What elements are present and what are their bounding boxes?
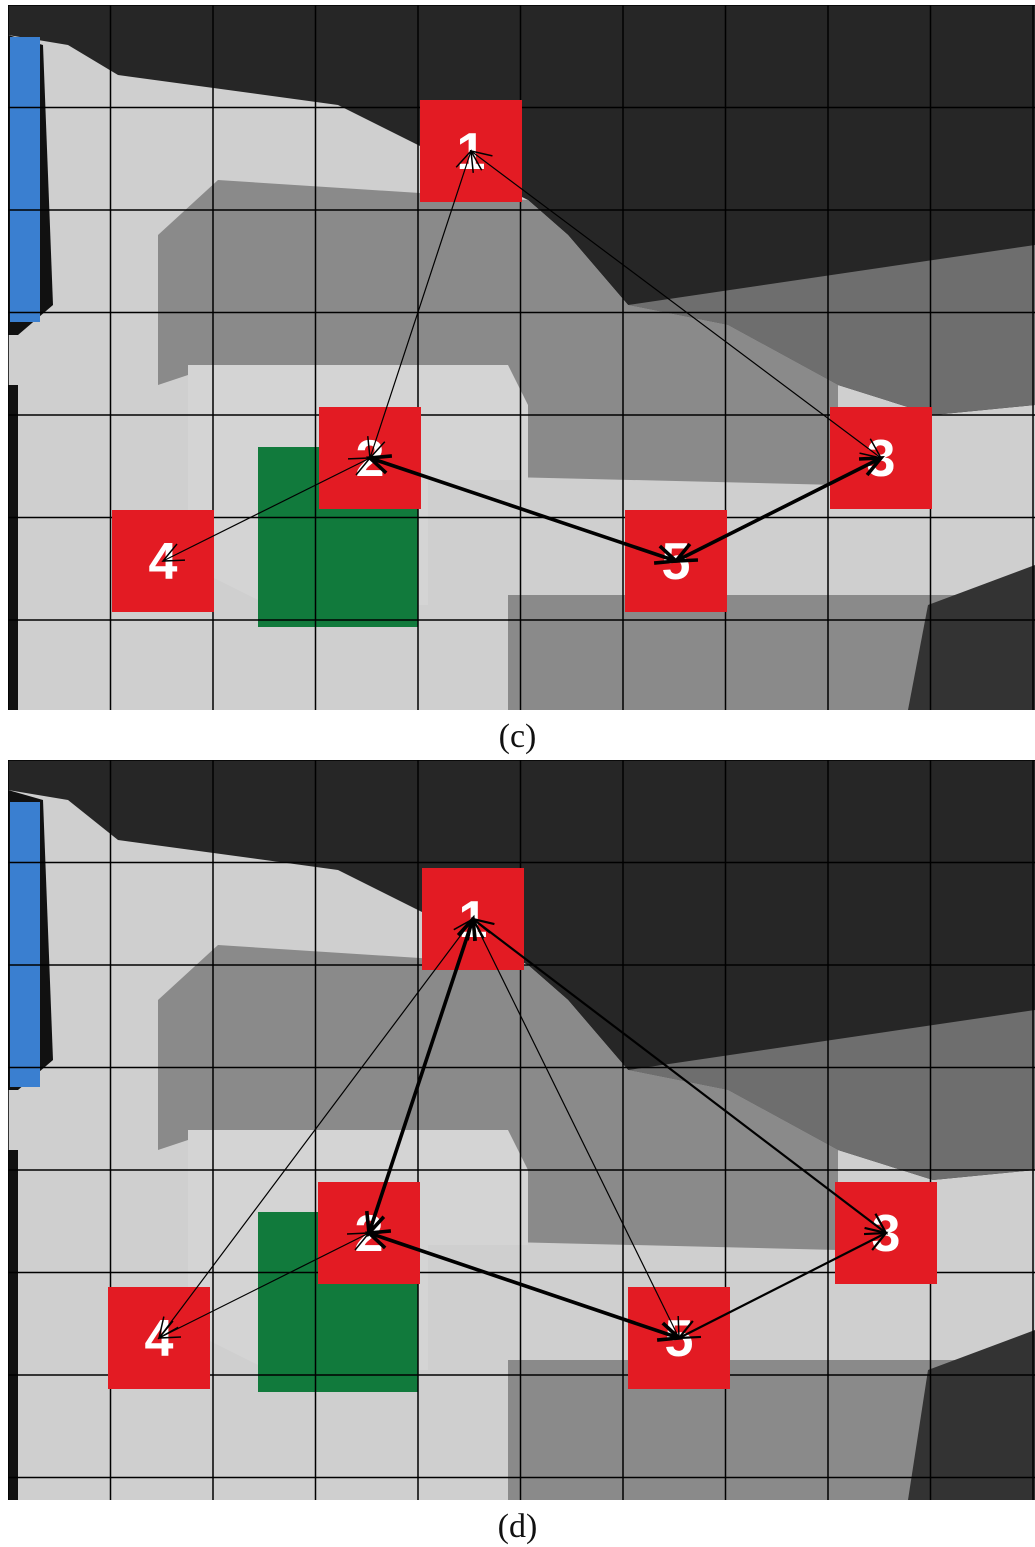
edges (157, 914, 889, 1342)
lower-gray-region (508, 1360, 1035, 1500)
blue-region (10, 37, 40, 322)
node-5: 5 (628, 1287, 730, 1389)
edge-line (675, 456, 882, 563)
lower-gray-region (508, 595, 1035, 710)
edges (161, 149, 885, 565)
arrow-head (858, 456, 885, 477)
mid-gray-region (158, 945, 838, 1250)
edge-line (158, 1232, 370, 1339)
arrow-head (676, 1320, 702, 1340)
arrow-head (863, 1231, 889, 1251)
arrow-head (472, 917, 491, 942)
edge-line (369, 456, 677, 563)
lower-dark-region (908, 565, 1035, 710)
edge-line (472, 918, 680, 1339)
arrow-head (364, 1229, 392, 1250)
caption-c: (c) (498, 718, 537, 755)
edge-5-3 (676, 1231, 889, 1340)
edge-line (470, 150, 882, 459)
edge-line (678, 1232, 887, 1339)
edge-line (368, 1231, 680, 1340)
node-label: 4 (145, 1310, 174, 1368)
arrow-head (365, 454, 393, 475)
arrow-head (469, 149, 493, 171)
gradient-region (628, 245, 1035, 415)
mid-gray-region (158, 180, 838, 485)
grid-map-c: 12 34 5 (8, 5, 1035, 710)
arrow-head (157, 1320, 182, 1339)
edge-5-3 (672, 456, 885, 563)
arrow-head (672, 542, 699, 563)
edge-line (162, 457, 371, 562)
caption-d: (d) (497, 1508, 538, 1545)
arrow-head (161, 543, 186, 562)
edge-line (367, 918, 475, 1234)
edge-line (369, 150, 472, 459)
edge-line (158, 918, 474, 1339)
left-edge-dark (8, 385, 18, 710)
node-label: 4 (149, 533, 178, 591)
left-edge-dark (8, 1150, 18, 1500)
blue-region (10, 802, 40, 1087)
edge-line (472, 918, 887, 1234)
lower-dark-region (908, 1330, 1035, 1500)
node-4: 4 (112, 510, 214, 612)
gradient-region (628, 1010, 1035, 1180)
